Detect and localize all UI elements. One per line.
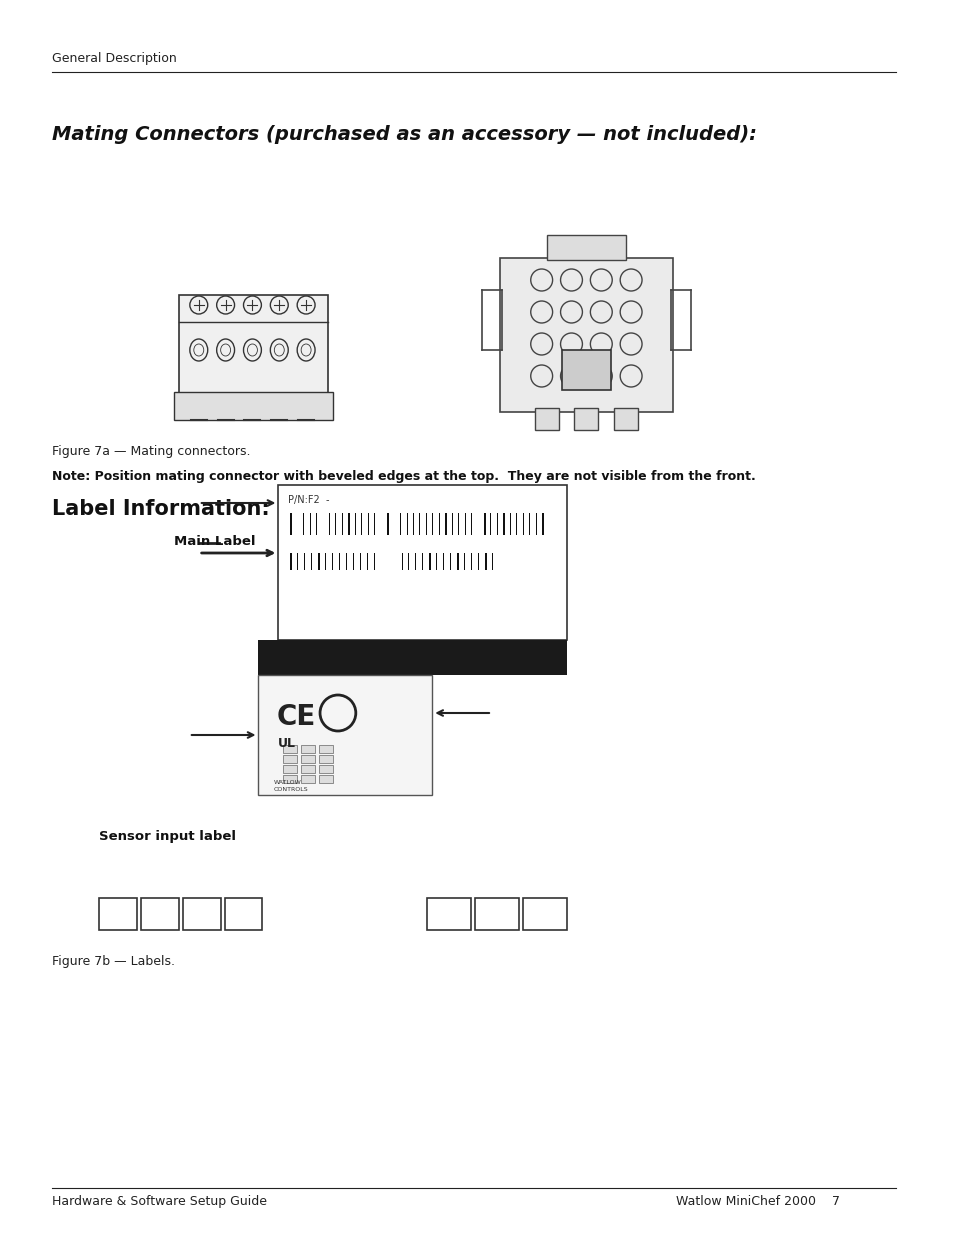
- Bar: [367, 513, 369, 535]
- Bar: [456, 553, 458, 571]
- FancyBboxPatch shape: [574, 408, 598, 430]
- Bar: [301, 776, 314, 783]
- Bar: [301, 764, 314, 773]
- Bar: [483, 513, 485, 535]
- Bar: [541, 513, 543, 535]
- Text: Main Label: Main Label: [173, 535, 255, 548]
- Bar: [258, 640, 566, 676]
- Bar: [224, 898, 262, 930]
- Bar: [283, 764, 297, 773]
- Bar: [318, 764, 333, 773]
- Bar: [258, 676, 432, 795]
- Bar: [406, 513, 408, 535]
- Bar: [503, 513, 504, 535]
- Text: Note: Position mating connector with beveled edges at the top.  They are not vis: Note: Position mating connector with bev…: [51, 471, 755, 483]
- Bar: [283, 745, 297, 753]
- Bar: [283, 776, 297, 783]
- Text: Sensor input label: Sensor input label: [99, 830, 236, 844]
- Bar: [522, 513, 524, 535]
- Bar: [290, 553, 292, 571]
- Bar: [429, 553, 431, 571]
- Bar: [301, 755, 314, 763]
- Bar: [317, 553, 319, 571]
- Text: Label Information:: Label Information:: [51, 499, 269, 519]
- Bar: [484, 553, 486, 571]
- Bar: [374, 553, 375, 571]
- Bar: [348, 513, 350, 535]
- Bar: [401, 553, 402, 571]
- FancyBboxPatch shape: [173, 391, 333, 420]
- Bar: [290, 513, 292, 535]
- Text: Figure 7a — Mating connectors.: Figure 7a — Mating connectors.: [51, 445, 250, 458]
- Text: UL: UL: [278, 737, 296, 750]
- Bar: [141, 898, 179, 930]
- Text: P/N:F2  -: P/N:F2 -: [288, 495, 330, 505]
- Text: WATLOW
CONTROLS: WATLOW CONTROLS: [273, 781, 308, 792]
- Bar: [318, 755, 333, 763]
- Text: Hardware & Software Setup Guide: Hardware & Software Setup Guide: [51, 1195, 267, 1208]
- Bar: [475, 898, 518, 930]
- Bar: [464, 513, 466, 535]
- Bar: [346, 553, 347, 571]
- Text: Figure 7b — Labels.: Figure 7b — Labels.: [51, 955, 174, 968]
- Bar: [183, 898, 220, 930]
- Text: General Description: General Description: [51, 52, 176, 65]
- Bar: [427, 898, 471, 930]
- Bar: [99, 898, 137, 930]
- Text: CE: CE: [276, 703, 315, 731]
- Bar: [278, 485, 566, 640]
- Bar: [301, 745, 314, 753]
- Bar: [522, 898, 566, 930]
- FancyBboxPatch shape: [499, 258, 672, 412]
- Bar: [425, 513, 427, 535]
- FancyBboxPatch shape: [614, 408, 638, 430]
- Bar: [310, 513, 311, 535]
- Bar: [318, 745, 333, 753]
- Bar: [329, 513, 330, 535]
- Text: Watlow MiniChef 2000    7: Watlow MiniChef 2000 7: [675, 1195, 839, 1208]
- FancyBboxPatch shape: [546, 235, 625, 261]
- Bar: [318, 776, 333, 783]
- FancyBboxPatch shape: [561, 350, 611, 390]
- Text: Mating Connectors (purchased as an accessory — not included):: Mating Connectors (purchased as an acces…: [51, 125, 756, 144]
- FancyBboxPatch shape: [179, 295, 328, 395]
- Bar: [283, 755, 297, 763]
- Bar: [445, 513, 446, 535]
- Bar: [387, 513, 388, 535]
- FancyBboxPatch shape: [534, 408, 558, 430]
